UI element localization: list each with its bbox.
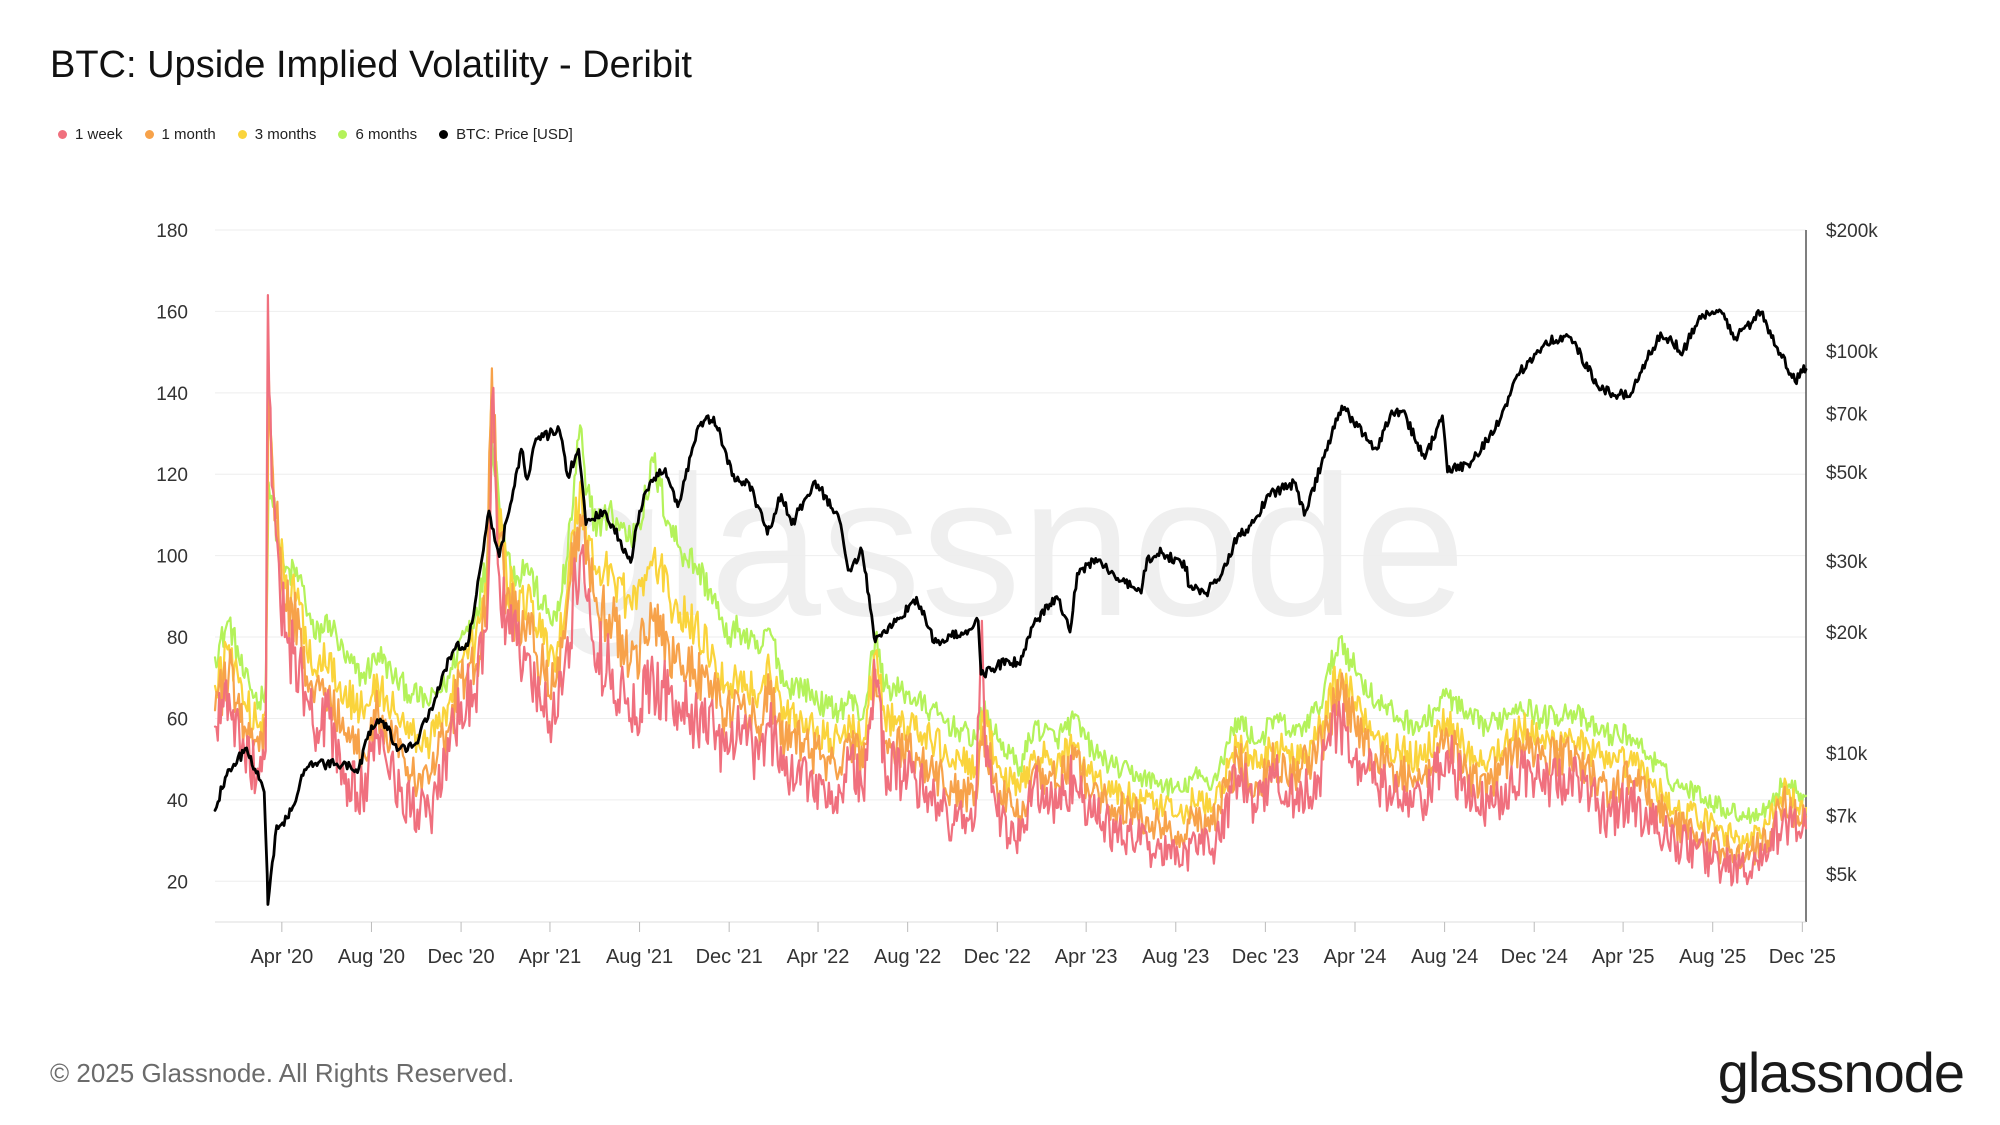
- y-left-tick-label: 80: [167, 628, 188, 649]
- chart-title: BTC: Upside Implied Volatility - Deribit: [50, 44, 692, 86]
- legend-dot-1w: [58, 130, 67, 139]
- watermark: glassnode: [554, 435, 1466, 658]
- legend-item-1m[interactable]: 1 month: [144, 126, 216, 143]
- legend-label-price: BTC: Price [USD]: [456, 126, 573, 143]
- y-right-tick-label: $70k: [1826, 404, 1868, 425]
- x-tick-label: Aug '25: [1679, 946, 1746, 968]
- legend-item-1w[interactable]: 1 week: [58, 126, 123, 143]
- x-tick-label: Aug '24: [1411, 946, 1478, 968]
- series-line-1m: [213, 367, 1808, 870]
- x-tick-label: Dec '23: [1232, 946, 1299, 968]
- y-left-tick-label: 40: [167, 791, 188, 812]
- y-left-tick-label: 100: [156, 547, 188, 568]
- x-tick-label: Dec '25: [1769, 946, 1836, 968]
- y-left-tick-label: 60: [167, 709, 188, 730]
- legend-dot-price: [439, 130, 449, 139]
- y-right-tick-label: $100k: [1826, 342, 1878, 363]
- x-tick-label: Apr '20: [250, 946, 313, 968]
- legend-label-3m: 3 months: [254, 126, 317, 143]
- legend-dot-6m: [338, 130, 348, 139]
- legend-label-6m: 6 months: [355, 126, 418, 143]
- legend-item-6m[interactable]: 6 months: [338, 126, 417, 143]
- x-tick-label: Aug '23: [1142, 946, 1209, 968]
- legend-item-3m[interactable]: 3 months: [237, 126, 317, 143]
- y-right-tick-label: $30k: [1826, 552, 1868, 573]
- series-line-price: [213, 308, 1808, 906]
- copyright-footer: © 2025 Glassnode. All Rights Reserved.: [50, 1058, 515, 1088]
- x-tick-label: Aug '20: [338, 946, 405, 968]
- x-tick-label: Dec '20: [427, 946, 494, 968]
- y-right-tick-label: $7k: [1826, 806, 1857, 827]
- brand-logo: glassnode: [1717, 1041, 1965, 1104]
- x-tick-label: Apr '24: [1324, 946, 1387, 968]
- y-left-tick-label: 160: [156, 302, 188, 323]
- y-left-tick-label: 180: [156, 221, 188, 242]
- series-line-6m: [213, 424, 1808, 825]
- series-line-1w: [213, 294, 1808, 887]
- y-right-tick-label: $20k: [1826, 623, 1868, 644]
- x-tick-label: Dec '22: [964, 946, 1031, 968]
- x-tick-label: Dec '21: [696, 946, 763, 968]
- y-left-tick-label: 140: [156, 384, 188, 405]
- legend-label-1m: 1 month: [161, 126, 216, 143]
- x-tick-label: Aug '22: [874, 946, 941, 968]
- y-left-tick-label: 20: [167, 872, 188, 893]
- grid: [215, 229, 1806, 882]
- x-tick-label: Apr '22: [787, 946, 850, 968]
- y-right-tick-label: $50k: [1826, 463, 1868, 484]
- y-right-tick-label: $200k: [1826, 221, 1878, 242]
- x-tick-label: Dec '24: [1501, 946, 1568, 968]
- legend-label-1w: 1 week: [75, 126, 123, 143]
- x-tick-label: Aug '21: [606, 946, 673, 968]
- y-left-tick-label: 120: [156, 465, 188, 486]
- x-tick-label: Apr '25: [1592, 946, 1655, 968]
- legend: 1 week 1 month 3 months 6 months BTC: Price …: [58, 126, 573, 143]
- x-tick-label: Apr '23: [1055, 946, 1118, 968]
- y-right-tick-label: $10k: [1826, 744, 1868, 765]
- legend-dot-1m: [144, 130, 154, 139]
- legend-dot-3m: [237, 130, 247, 139]
- x-tick-label: Apr '21: [519, 946, 582, 968]
- y-right-tick-label: $5k: [1826, 865, 1857, 886]
- legend-item-price[interactable]: BTC: Price [USD]: [439, 126, 573, 143]
